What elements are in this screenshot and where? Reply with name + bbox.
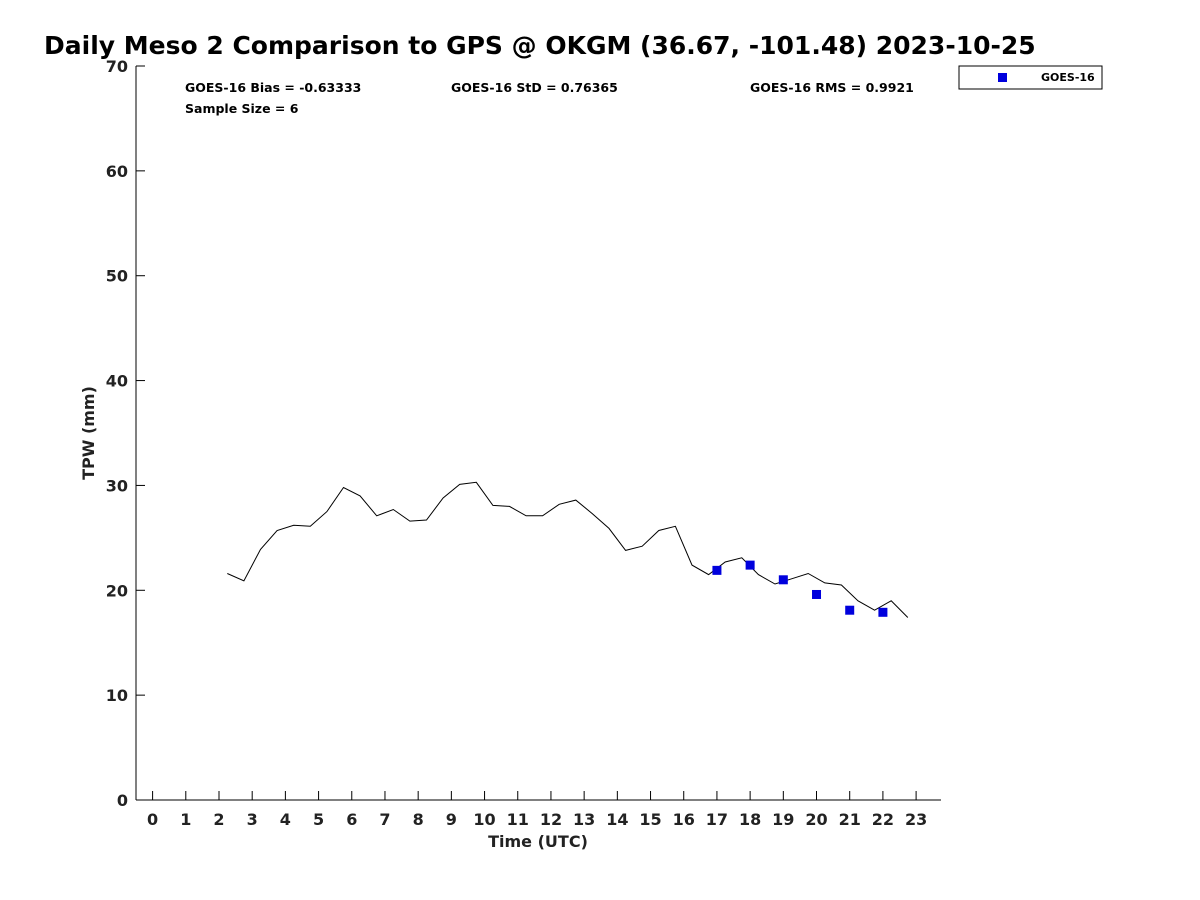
x-tick-label: 14: [606, 810, 628, 829]
x-tick-label: 5: [313, 810, 324, 829]
y-tick-label: 0: [117, 791, 128, 810]
stat-rms: GOES-16 RMS = 0.9921: [750, 80, 914, 95]
x-tick-label: 2: [213, 810, 224, 829]
stat-bias: GOES-16 Bias = -0.63333: [185, 80, 361, 95]
stat-std: GOES-16 StD = 0.76365: [451, 80, 618, 95]
x-tick-label: 20: [805, 810, 827, 829]
goes16-point: [745, 560, 755, 570]
x-axis-label: Time (UTC): [488, 832, 588, 851]
x-tick-label: 7: [379, 810, 390, 829]
x-tick-label: 12: [540, 810, 562, 829]
x-tick-label: 0: [147, 810, 158, 829]
y-tick-label: 50: [106, 267, 128, 286]
y-tick-label: 20: [106, 581, 128, 600]
x-tick-label: 8: [413, 810, 424, 829]
stat-sample-size: Sample Size = 6: [185, 101, 299, 116]
x-tick-label: 1: [180, 810, 191, 829]
chart-title: Daily Meso 2 Comparison to GPS @ OKGM (3…: [44, 31, 1036, 60]
x-tick-label: 11: [507, 810, 529, 829]
goes16-point: [812, 589, 822, 599]
x-tick-label: 4: [280, 810, 291, 829]
y-tick-label: 70: [106, 57, 128, 76]
y-tick-label: 30: [106, 476, 128, 495]
x-tick-label: 13: [573, 810, 595, 829]
y-tick-label: 60: [106, 162, 128, 181]
y-tick-label: 40: [106, 372, 128, 391]
x-tick-label: 23: [905, 810, 927, 829]
x-tick-label: 22: [872, 810, 894, 829]
x-tick-label: 15: [639, 810, 661, 829]
x-tick-label: 6: [346, 810, 357, 829]
x-tick-label: 21: [839, 810, 861, 829]
goes16-point: [778, 575, 788, 585]
x-tick-label: 17: [706, 810, 728, 829]
legend-box: [958, 65, 1103, 90]
legend-label-goes16: GOES-16: [1041, 71, 1095, 84]
y-axis-label: TPW (mm): [79, 386, 98, 480]
goes16-markers: [712, 560, 888, 617]
x-tick-label: 16: [673, 810, 695, 829]
legend-marker-goes16: [998, 73, 1007, 82]
legend: GOES-16: [958, 65, 1103, 90]
x-tick-label: 10: [473, 810, 495, 829]
goes16-point: [712, 565, 722, 575]
y-axis-ticks: 0 10 20 30 40 50 60 70: [106, 57, 145, 810]
y-tick-label: 10: [106, 686, 128, 705]
x-tick-label: 3: [247, 810, 258, 829]
goes16-point: [878, 607, 888, 617]
x-tick-label: 19: [772, 810, 794, 829]
gps-series-line: [227, 481, 909, 618]
x-tick-label: 18: [739, 810, 761, 829]
x-axis-ticks: 0 1 2 3 4 5 6 7 8 9 10 11 12 13 14 15 16 17 18 19 20 21 22 23: [147, 791, 927, 829]
goes16-point: [845, 605, 855, 615]
axes: [135, 66, 941, 801]
x-tick-label: 9: [446, 810, 457, 829]
